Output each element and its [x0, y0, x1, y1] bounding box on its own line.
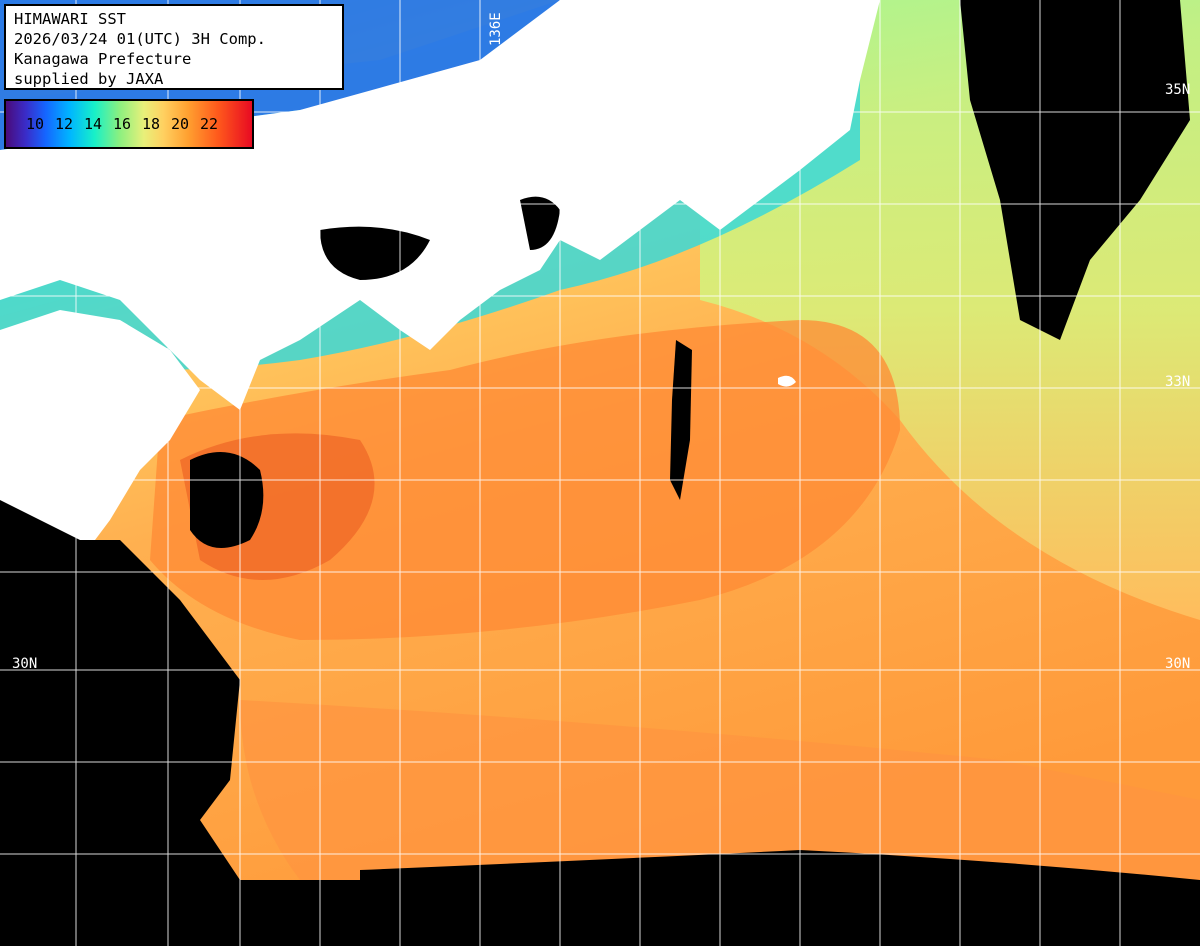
land-shikoku-kyushu: [0, 310, 200, 560]
cloud-northeast: [960, 0, 1190, 340]
colorbar-tick: 18: [142, 115, 161, 133]
lon-label-136e: 136E: [488, 12, 504, 46]
colorbar-tick-labels: 10 12 14 16 18 20 22: [26, 115, 246, 133]
lat-label-30n-left: 30N: [12, 656, 37, 672]
prefecture-label: Kanagawa Prefecture: [14, 50, 192, 68]
lat-label-33n: 33N: [1165, 374, 1190, 390]
map-info-box: HIMAWARI SST 2026/03/24 01(UTC) 3H Comp.…: [4, 4, 344, 90]
colorbar-tick: 12: [55, 115, 74, 133]
lat-label-30n-right: 30N: [1165, 656, 1190, 672]
colorbar-tick: 16: [113, 115, 132, 133]
credit-label: supplied by JAXA: [14, 70, 164, 88]
cloud-patch: [190, 452, 264, 548]
cloud-southwest: [0, 500, 440, 946]
land-islet-2: [778, 375, 796, 387]
colorbar-tick: 20: [171, 115, 190, 133]
cloud-kii: [320, 226, 430, 280]
colorbar-tick: 22: [200, 115, 219, 133]
product-title: HIMAWARI SST: [14, 10, 126, 28]
temperature-colorbar: 10 12 14 16 18 20 22: [4, 99, 254, 149]
cloud-south: [360, 850, 1200, 946]
cloud-ise: [520, 196, 560, 250]
colorbar-tick: 10: [26, 115, 45, 133]
colorbar-tick: 14: [84, 115, 103, 133]
lat-label-35n: 35N: [1165, 82, 1190, 98]
cloud-streak: [670, 340, 692, 500]
land-honshu: [0, 0, 880, 410]
observation-time: 2026/03/24 01(UTC) 3H Comp.: [14, 30, 266, 48]
